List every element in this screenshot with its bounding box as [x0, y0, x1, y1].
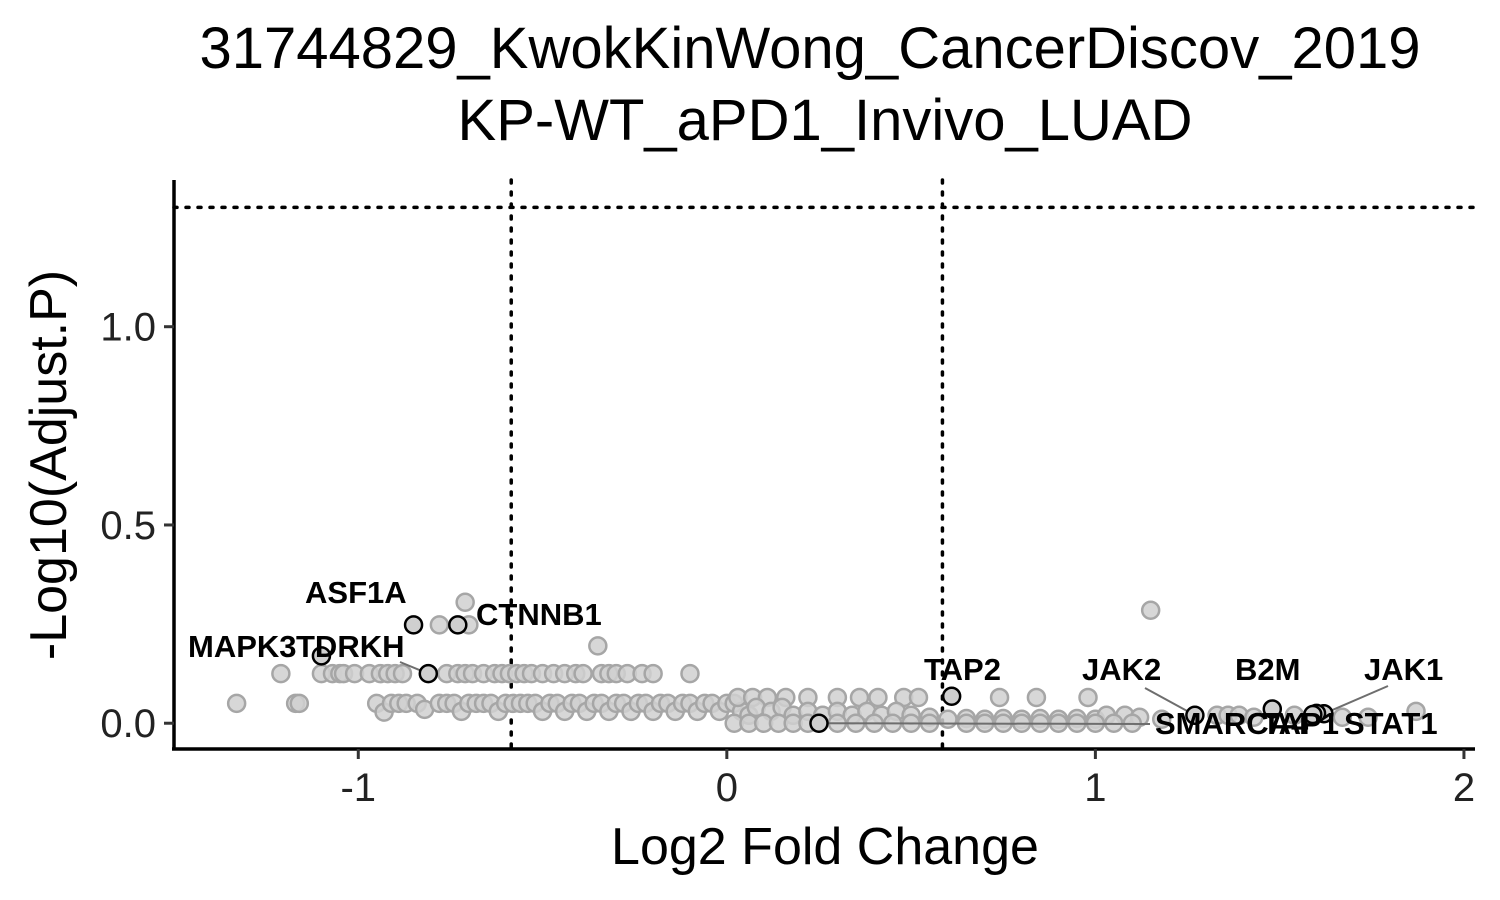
x-tick-label: 2	[1453, 766, 1475, 810]
gene-label-mapk3: MAPK3	[188, 629, 297, 664]
gene-point	[1244, 707, 1264, 728]
highlighted-gene-point-tdrkh	[418, 663, 439, 684]
x-tick-label: -1	[340, 766, 376, 810]
gene-point	[1406, 701, 1426, 722]
gene-point	[573, 663, 593, 684]
gene-label-b2m: B2M	[1235, 652, 1300, 687]
gene-point	[455, 592, 475, 613]
highlighted-gene-point-asf1a	[403, 615, 424, 635]
gene-point	[1140, 600, 1161, 620]
y-tick-label: 0.5	[100, 504, 156, 548]
axes	[172, 180, 1475, 751]
gene-label-jak1: JAK1	[1364, 652, 1443, 687]
gene-label-ctnnb1: CTNNB1	[476, 597, 602, 632]
gene-point	[429, 615, 450, 635]
gene-point	[1358, 707, 1378, 728]
gene-label-tap2: TAP2	[924, 652, 1001, 687]
x-tick-label: 1	[1084, 766, 1106, 810]
y-tick-label: 1.0	[100, 306, 156, 350]
gene-label-smarca4: SMARCA4	[1155, 706, 1309, 741]
gene-label-jak2: JAK2	[1082, 652, 1161, 687]
highlighted-points	[311, 615, 1334, 733]
gene-point	[271, 663, 291, 684]
gene-point	[289, 693, 310, 714]
highlighted-gene-point-jak2	[1185, 705, 1205, 726]
gene-point	[989, 687, 1010, 708]
gene-point	[1026, 687, 1047, 708]
gene-label-tap1: TAP1	[1262, 706, 1339, 741]
gene-point	[1151, 709, 1172, 730]
threshold-lines	[172, 178, 1477, 751]
gene-point	[1078, 687, 1098, 708]
chart-subtitle: KP-WT_aPD1_Invivo_LUAD	[458, 88, 1193, 153]
gene-point	[908, 687, 929, 708]
gene-point	[392, 663, 413, 684]
gene-point	[1284, 705, 1305, 726]
y-tick-label: 0.0	[100, 702, 156, 746]
highlighted-gene-point-tap2	[941, 686, 962, 707]
gene-label-tdrkh: TDRKH	[296, 629, 405, 664]
gene-point	[680, 663, 700, 684]
highlighted-gene-point-b2m	[1262, 699, 1283, 719]
x-tick-label: 0	[716, 766, 738, 810]
y-axis-title: -Log10(Adjust.P)	[20, 270, 78, 660]
highlighted-gene-point-smarca4	[809, 713, 829, 733]
highlighted-gene-point-ctnnb1	[448, 615, 468, 635]
leader-line-smarca4	[818, 722, 1151, 725]
gene-label-stat1: STAT1	[1344, 706, 1438, 741]
highlighted-gene-point-mapk3	[311, 646, 332, 666]
chart-title-line1: 31744829_KwokKinWong_CancerDiscov_2019	[200, 16, 1421, 81]
gene-point	[226, 693, 247, 714]
x-axis-title: Log2 Fold Change	[611, 818, 1039, 876]
gene-label-asf1a: ASF1A	[305, 575, 407, 610]
leader-line-jak1	[1323, 685, 1389, 715]
data-points	[226, 592, 1426, 733]
gene-point	[938, 709, 958, 730]
gene-point	[588, 636, 608, 656]
chart-title: 31744829_KwokKinWong_CancerDiscov_2019 K…	[200, 16, 1421, 153]
gene-point	[1332, 707, 1353, 728]
highlighted-gene-point-stat1	[1303, 704, 1323, 725]
axis-ticks: -1 0 1 2 0.0 0.5 1.0	[100, 306, 1475, 810]
gene-point	[643, 663, 663, 684]
gene-point	[868, 687, 888, 708]
